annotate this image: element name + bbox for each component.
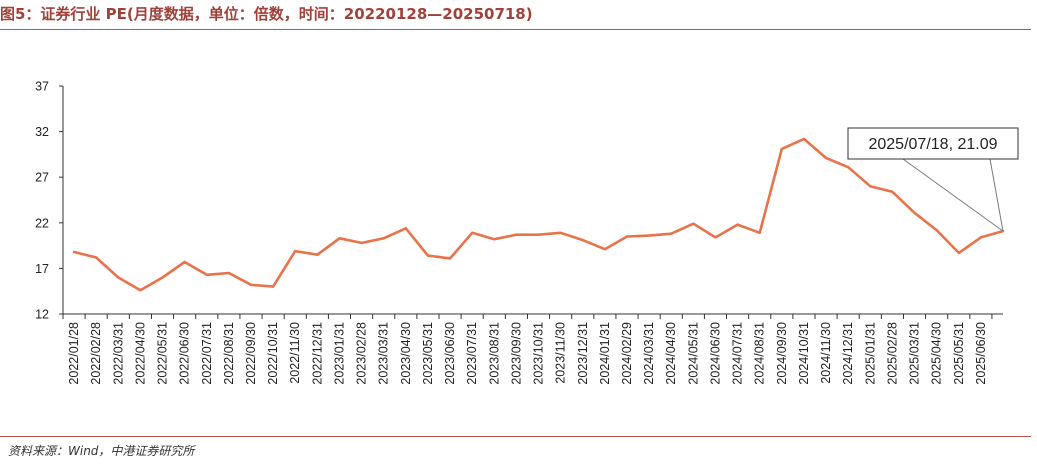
y-tick-label: 12 bbox=[35, 308, 49, 322]
x-tick-label: 2025/03/31 bbox=[908, 322, 922, 385]
x-tick-label: 2022/08/31 bbox=[222, 322, 236, 385]
y-tick-label: 17 bbox=[35, 262, 49, 276]
x-tick-label: 2024/11/30 bbox=[819, 322, 833, 384]
x-tick-label: 2024/01/31 bbox=[598, 322, 612, 385]
x-tick-label: 2022/10/31 bbox=[266, 322, 280, 385]
x-tick-label: 2024/10/31 bbox=[797, 322, 811, 385]
x-tick-label: 2023/02/28 bbox=[355, 322, 369, 385]
x-tick-label: 2022/07/31 bbox=[200, 322, 214, 385]
x-tick-label: 2023/07/31 bbox=[465, 322, 479, 385]
x-tick-label: 2022/12/31 bbox=[310, 322, 324, 385]
x-tick-label: 2025/05/31 bbox=[952, 322, 966, 385]
footer-divider bbox=[0, 436, 1031, 437]
x-tick-label: 2022/05/31 bbox=[156, 322, 170, 385]
x-tick-label: 2022/01/28 bbox=[67, 322, 81, 385]
x-tick-label: 2023/01/31 bbox=[332, 322, 346, 385]
x-tick-label: 2022/02/28 bbox=[89, 322, 103, 385]
y-tick-label: 27 bbox=[35, 171, 49, 185]
title-divider bbox=[0, 29, 1031, 30]
x-tick-label: 2022/04/30 bbox=[133, 322, 147, 385]
x-tick-label: 2023/10/31 bbox=[532, 322, 546, 385]
x-tick-label: 2024/02/29 bbox=[620, 322, 634, 385]
x-tick-label: 2023/12/31 bbox=[576, 322, 590, 385]
x-tick-label: 2022/11/30 bbox=[288, 322, 302, 384]
x-tick-label: 2023/08/31 bbox=[487, 322, 501, 385]
y-tick-label: 37 bbox=[35, 80, 49, 94]
annotation-leader-line bbox=[902, 158, 1004, 232]
pe-series-line bbox=[72, 137, 1005, 292]
y-tick-label: 32 bbox=[35, 125, 49, 139]
x-tick-label: 2025/01/31 bbox=[863, 322, 877, 385]
x-tick-label: 2024/05/31 bbox=[686, 322, 700, 385]
x-tick-label: 2024/08/31 bbox=[753, 322, 767, 385]
chart: 12 17 22 27 32 37 2022/01/28 2022/02/28 2022/03… bbox=[35, 80, 1019, 385]
x-tick-label: 2024/07/31 bbox=[731, 322, 745, 385]
annotation-leader-line bbox=[989, 158, 1004, 232]
annotation-label: 2025/07/18, 21.09 bbox=[868, 136, 997, 153]
x-tick-label: 2023/06/30 bbox=[443, 322, 457, 385]
source-note: 资料来源：Wind，中港证券研究所 bbox=[8, 444, 195, 458]
x-tick-label: 2023/11/30 bbox=[554, 322, 568, 384]
chart-title: 图5：证券行业 PE(月度数据，单位：倍数，时间：20220128—202507… bbox=[0, 5, 533, 23]
x-tick-label: 2025/04/30 bbox=[930, 322, 944, 385]
x-tick-label: 2023/05/31 bbox=[421, 322, 435, 385]
x-tick-label: 2024/03/31 bbox=[642, 322, 656, 385]
x-tick-label: 2022/03/31 bbox=[111, 322, 125, 385]
x-tick-label: 2024/09/30 bbox=[775, 322, 789, 385]
x-tick-label: 2024/04/30 bbox=[664, 322, 678, 385]
x-tick-label: 2024/06/30 bbox=[708, 322, 722, 385]
annotation-box bbox=[847, 127, 1019, 160]
x-tick-label: 2025/06/30 bbox=[974, 322, 988, 385]
x-tick-label: 2024/12/31 bbox=[841, 322, 855, 385]
x-tick-label: 2022/09/30 bbox=[244, 322, 258, 385]
x-tick-label: 2025/02/28 bbox=[885, 322, 899, 385]
x-tick-label: 2022/06/30 bbox=[178, 322, 192, 385]
x-tick-label: 2023/04/30 bbox=[399, 322, 413, 385]
x-tick-label: 2023/09/30 bbox=[509, 322, 523, 385]
y-tick-label: 22 bbox=[35, 216, 49, 230]
x-tick-label: 2023/03/31 bbox=[377, 322, 391, 385]
